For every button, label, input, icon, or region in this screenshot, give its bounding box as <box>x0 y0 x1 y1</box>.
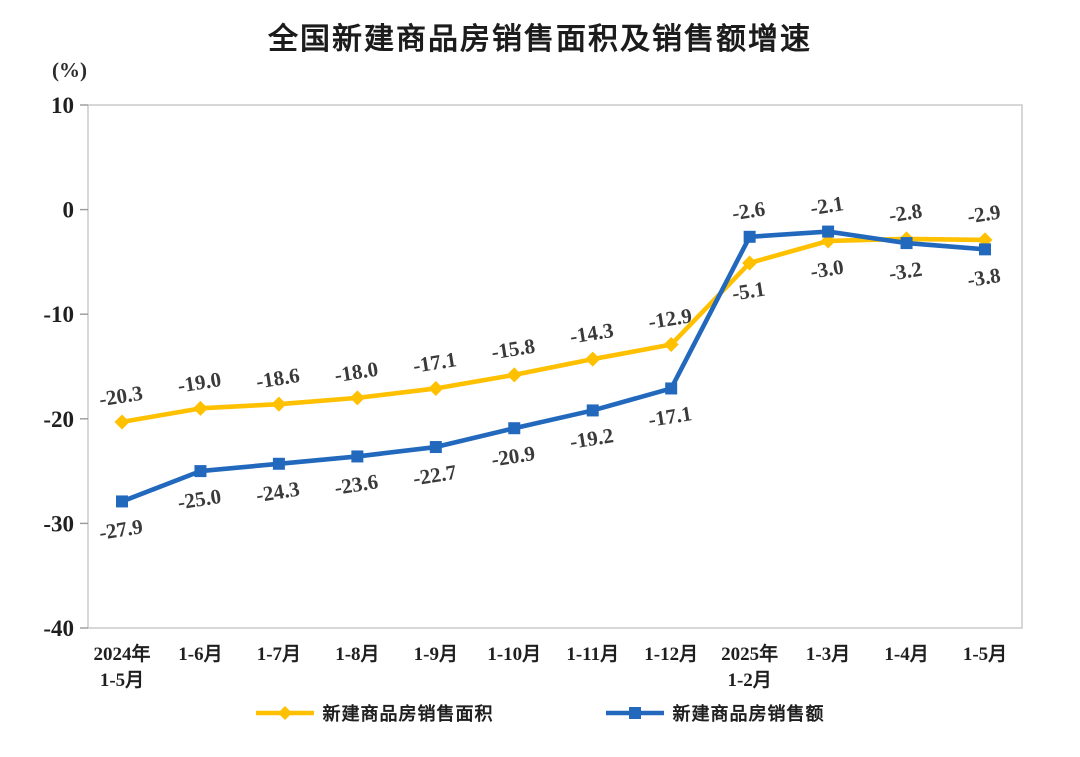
y-tick-label: -40 <box>43 616 74 641</box>
data-point-marker <box>506 367 522 383</box>
diamond-legend-marker-icon <box>255 706 314 720</box>
series-line-1 <box>119 229 988 504</box>
data-point-label: -20.3 <box>97 381 144 412</box>
data-point-label: -2.8 <box>887 199 924 228</box>
y-tick-label: -10 <box>43 302 74 327</box>
chart-legend: 新建商品房销售面积 新建商品房销售额 <box>0 700 1080 726</box>
data-point-marker <box>822 225 835 238</box>
data-point-marker <box>585 351 601 367</box>
legend-item-0: 新建商品房销售面积 <box>255 700 494 726</box>
data-point-label: -17.1 <box>647 401 694 432</box>
x-tick-label: 1-9月 <box>414 644 458 665</box>
x-tick-label: 1-8月 <box>335 644 379 665</box>
data-point-marker <box>429 441 442 454</box>
x-tick-label: 1-10月 <box>487 644 541 665</box>
data-point-marker <box>192 400 208 416</box>
data-point-marker <box>349 390 365 406</box>
data-point-marker <box>979 243 991 256</box>
data-point-marker <box>194 465 207 478</box>
data-point-label: -27.9 <box>97 514 144 545</box>
data-point-label: -14.3 <box>568 318 615 349</box>
data-point-label: -2.6 <box>730 196 767 225</box>
data-point-marker <box>116 495 128 508</box>
data-point-label: -5.1 <box>730 277 767 306</box>
data-point-label: -20.9 <box>490 441 537 472</box>
data-point-label: -18.0 <box>333 357 380 388</box>
data-point-label: -2.9 <box>966 200 1003 229</box>
data-point-label: -17.1 <box>411 347 458 378</box>
data-point-marker <box>508 422 521 435</box>
plot-border <box>87 104 1023 629</box>
legend-item-label: 新建商品房销售额 <box>672 704 825 724</box>
data-point-marker <box>665 382 678 395</box>
x-tick-label: 1-3月 <box>806 644 850 665</box>
data-point-marker <box>742 255 758 271</box>
y-tick-label: -30 <box>43 511 74 536</box>
legend-item-label: 新建商品房销售面积 <box>322 704 494 724</box>
data-point-marker <box>351 450 364 463</box>
data-point-marker <box>900 237 913 250</box>
chart-title: 全国新建商品房销售面积及销售额增速 <box>268 23 812 56</box>
data-point-label: -18.6 <box>254 363 301 394</box>
data-point-label: -19.0 <box>176 367 223 398</box>
data-point-marker <box>663 337 679 353</box>
series-line-0 <box>119 236 988 425</box>
data-point-label: -2.1 <box>809 191 846 220</box>
x-tick-label: 1-12月 <box>644 644 698 665</box>
data-point-label: -19.2 <box>568 423 615 454</box>
data-point-label: -24.3 <box>254 477 301 508</box>
x-tick-label: 1-6月 <box>178 644 222 665</box>
data-point-marker <box>428 380 444 396</box>
data-point-marker <box>272 457 285 470</box>
data-point-label: -22.7 <box>411 460 458 491</box>
data-point-label: -15.8 <box>490 334 537 365</box>
x-tick-label: 2025年 1-2月 <box>721 642 778 691</box>
data-point-label: -3.2 <box>887 257 924 286</box>
y-tick-label: -20 <box>43 407 74 432</box>
data-point-marker <box>114 414 130 430</box>
data-point-marker <box>586 404 599 417</box>
x-tick-label: 2024年 1-5月 <box>93 642 150 691</box>
x-tick-label: 1-5月 <box>963 644 1007 665</box>
data-point-marker <box>743 230 756 243</box>
legend-item-1: 新建商品房销售额 <box>605 700 825 726</box>
y-tick-label: 0 <box>63 198 75 223</box>
y-axis-unit-label: (%) <box>52 58 87 82</box>
data-point-marker <box>271 396 287 412</box>
data-point-label: -3.0 <box>809 255 846 284</box>
data-point-label: -23.6 <box>333 469 380 500</box>
y-tick-label: 10 <box>51 93 74 118</box>
x-tick-label: 1-11月 <box>566 644 619 665</box>
x-tick-label: 1-4月 <box>884 644 928 665</box>
data-point-label: -25.0 <box>176 484 223 515</box>
data-point-label: -3.8 <box>966 263 1003 292</box>
x-tick-label: 1-7月 <box>257 644 301 665</box>
square-legend-marker-icon <box>605 707 664 719</box>
